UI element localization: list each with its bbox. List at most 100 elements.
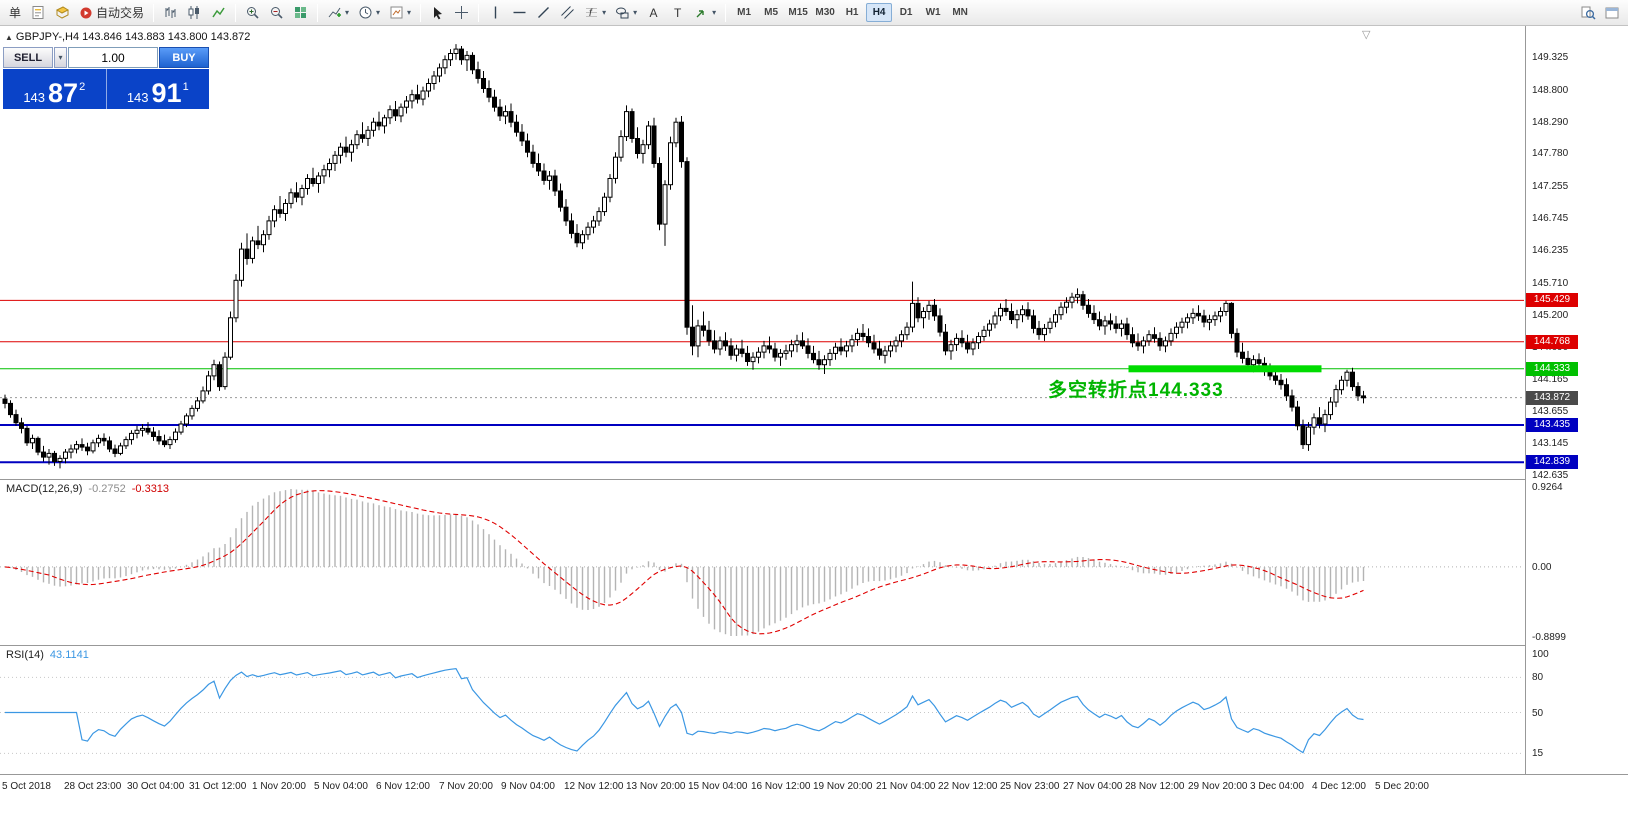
dropdown-caret-icon: ▾: [58, 52, 63, 62]
current-price-badge: 143.872: [1526, 391, 1578, 405]
rsi-value: 43.1141: [49, 649, 89, 661]
time-tick-label: 5 Oct 2018: [2, 781, 51, 792]
bar-chart-button[interactable]: [159, 3, 182, 23]
tile-windows-icon: [293, 5, 308, 20]
buy-price[interactable]: 143 91 1: [107, 69, 210, 109]
equidistant-channel-button[interactable]: [556, 3, 579, 23]
shapes-icon: [615, 5, 630, 20]
macd-tick-label: 0.9264: [1532, 482, 1563, 493]
buy-price-prefix: 143: [126, 89, 149, 105]
lot-dropdown-button[interactable]: ▾: [54, 47, 67, 68]
tab-timeframe-M15[interactable]: M15: [788, 7, 808, 18]
time-axis[interactable]: 5 Oct 2018 28 Oct 23:00 30 Oct 04:00 31 Oct…: [0, 775, 1524, 821]
sell-price[interactable]: 143 87 2: [3, 69, 107, 109]
tab-timeframe-H4[interactable]: H4: [866, 3, 893, 22]
price-tick-label: 145.710: [1532, 278, 1569, 289]
arrows-button[interactable]: ▾: [690, 3, 720, 23]
panel-resize-handle[interactable]: [0, 645, 1628, 646]
dropdown-caret-icon: ▾: [633, 7, 638, 17]
tab-timeframe-MN[interactable]: MN: [952, 7, 968, 18]
time-tick-label: 31 Oct 12:00: [189, 781, 247, 792]
tab-timeframe-M1[interactable]: M1: [737, 7, 752, 18]
cursor-button[interactable]: [426, 3, 449, 23]
price-level-badge: 145.429: [1526, 293, 1578, 307]
fibonacci-button[interactable]: f ▾: [580, 3, 610, 23]
order-ticket-button[interactable]: [51, 3, 74, 23]
time-tick-label: 6 Nov 12:00: [376, 781, 430, 792]
layout-icon: [1604, 5, 1620, 21]
dropdown-caret-icon: ▾: [602, 7, 607, 17]
dropdown-caret-icon: ▾: [376, 7, 381, 17]
zoom-in-button[interactable]: [241, 3, 264, 23]
price-level-badge: 143.435: [1526, 418, 1578, 432]
price-tick-label: 146.235: [1532, 245, 1569, 256]
sell-price-prefix: 143: [23, 89, 46, 105]
autotrading-button[interactable]: 自动交易: [75, 3, 148, 23]
shapes-button[interactable]: ▾: [611, 3, 641, 23]
tab-timeframe-M5[interactable]: M5: [764, 7, 779, 18]
tab-timeframe-M30[interactable]: M30: [815, 7, 835, 18]
periods-button[interactable]: ▾: [354, 3, 384, 23]
lot-size-input[interactable]: [68, 47, 158, 68]
price-tick-label: 142.635: [1532, 470, 1569, 481]
main-toolbar: 单 自动交易 ▾ ▾ ▾ f ▾ ▾ A T ▾ M1 M5 M15 M30 H1 H4 D1…: [0, 0, 1628, 26]
indicators-button[interactable]: ▾: [323, 3, 353, 23]
macd-name: MACD(12,26,9): [6, 483, 83, 495]
price-tick-label: 147.780: [1532, 148, 1569, 159]
equidistant-channel-icon: [560, 5, 575, 20]
search-button[interactable]: [1576, 3, 1600, 23]
panel-resize-handle[interactable]: [0, 479, 1628, 480]
crosshair-button[interactable]: [450, 3, 473, 23]
tab-timeframe-H1[interactable]: H1: [845, 7, 859, 18]
text-label-button[interactable]: T: [666, 3, 689, 23]
bar-chart-icon: [163, 5, 178, 20]
time-tick-label: 19 Nov 20:00: [813, 781, 873, 792]
panel-divider: [0, 774, 1628, 775]
time-tick-label: 29 Nov 20:00: [1188, 781, 1248, 792]
crosshair-icon: [454, 5, 469, 20]
candlestick-chart-panel[interactable]: ▲ GBPJPY-,H4 143.846 143.883 143.800 143.…: [0, 26, 1524, 479]
time-tick-label: 5 Dec 20:00: [1375, 781, 1429, 792]
price-axis[interactable]: 149.325 148.800 148.290 147.780 147.255 146.7…: [1525, 26, 1628, 774]
svg-text:A: A: [650, 6, 658, 20]
scroll-to-end-icon[interactable]: ▽: [1362, 29, 1371, 41]
templates-button[interactable]: ▾: [385, 3, 415, 23]
rsi-tick-label: 100: [1532, 649, 1549, 660]
text-button[interactable]: A: [642, 3, 665, 23]
layout-button[interactable]: [1600, 3, 1624, 23]
candlestick-chart-button[interactable]: [183, 3, 206, 23]
new-order-button[interactable]: [27, 3, 50, 23]
line-chart-button[interactable]: [207, 3, 230, 23]
toolbar-separator: [317, 3, 319, 22]
rsi-tick-label: 50: [1532, 708, 1544, 719]
macd-label: MACD(12,26,9) -0.2752 -0.3313: [6, 483, 169, 495]
toolbar-separator: [478, 3, 480, 22]
symbol-ohlc-info: ▲ GBPJPY-,H4 143.846 143.883 143.800 143.…: [5, 31, 250, 43]
periods-icon: [358, 5, 373, 20]
candlestick-chart[interactable]: [0, 26, 1524, 479]
menu-label: 单: [8, 6, 21, 20]
sell-button[interactable]: SELL: [3, 47, 53, 68]
macd-indicator-panel[interactable]: MACD(12,26,9) -0.2752 -0.3313: [0, 480, 1524, 645]
buy-button[interactable]: BUY: [159, 47, 209, 68]
vertical-line-button[interactable]: [484, 3, 507, 23]
tile-windows-button[interactable]: [289, 3, 312, 23]
search-icon: [1580, 5, 1596, 21]
rsi-indicator-panel[interactable]: RSI(14) 43.1141: [0, 646, 1524, 774]
menu-button[interactable]: 单: [4, 3, 26, 23]
time-tick-label: 9 Nov 04:00: [501, 781, 555, 792]
tab-timeframe-D1[interactable]: D1: [899, 7, 913, 18]
tab-timeframe-W1[interactable]: W1: [925, 7, 941, 18]
macd-chart[interactable]: [0, 480, 1524, 645]
svg-text:T: T: [674, 6, 682, 20]
autotrading-icon: [79, 6, 93, 20]
time-tick-label: 7 Nov 20:00: [439, 781, 493, 792]
zoom-out-button[interactable]: [265, 3, 288, 23]
rsi-chart[interactable]: [0, 646, 1524, 774]
horizontal-line-button[interactable]: [508, 3, 531, 23]
toolbar-separator: [420, 3, 422, 22]
trade-prices-row: 143 87 2 143 91 1: [3, 69, 209, 109]
time-tick-label: 25 Nov 23:00: [1000, 781, 1060, 792]
trendline-button[interactable]: [532, 3, 555, 23]
